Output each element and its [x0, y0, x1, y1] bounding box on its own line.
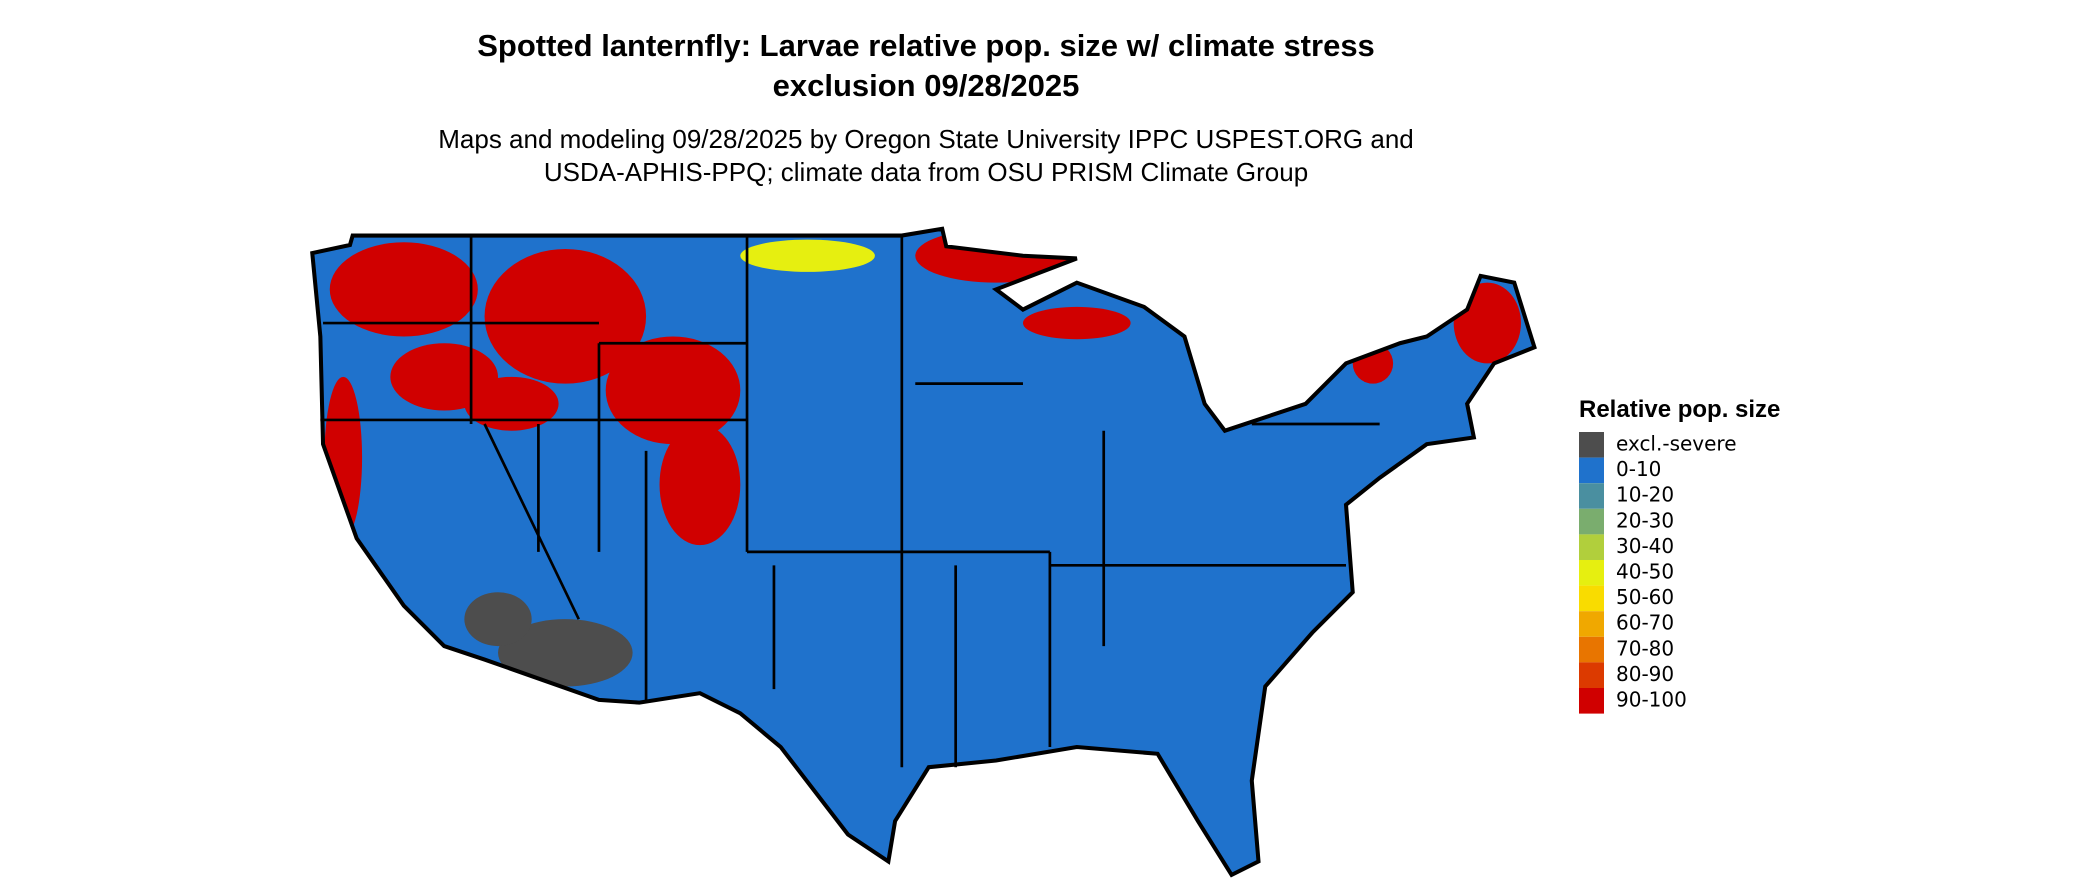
subtitle-line: Maps and modeling 09/28/2025 by Oregon S… [438, 124, 1414, 154]
legend-label: 20-30 [1616, 508, 1674, 532]
legend-swatch [1579, 688, 1604, 714]
legend-label: excl.-severe [1616, 432, 1737, 456]
legend-swatch [1579, 662, 1604, 688]
legend-swatch [1579, 534, 1604, 560]
title-line: exclusion 09/28/2025 [773, 68, 1080, 103]
legend-label: 70-80 [1616, 636, 1674, 660]
map [312, 229, 1534, 875]
legend-label: 80-90 [1616, 662, 1674, 686]
state-borders [312, 229, 1534, 875]
legend-swatch [1579, 432, 1604, 458]
legend-title: Relative pop. size [1579, 396, 1780, 423]
legend-label: 90-100 [1616, 688, 1687, 712]
legend-label: 60-70 [1616, 611, 1674, 635]
legend-swatch [1579, 508, 1604, 535]
subtitle-line: USDA-APHIS-PPQ; climate data from OSU PR… [544, 157, 1308, 187]
title-line: Spotted lanternfly: Larvae relative pop.… [477, 28, 1375, 63]
legend-swatch [1579, 483, 1604, 509]
legend-label: 0-10 [1616, 457, 1661, 481]
legend-swatch [1579, 585, 1604, 612]
legend-swatch [1579, 611, 1604, 637]
legend-label: 30-40 [1616, 534, 1674, 558]
legend-swatch [1579, 636, 1604, 663]
legend: excl.-severe0-1010-2020-3030-4040-5050-6… [1579, 432, 1737, 714]
legend-swatch [1579, 457, 1604, 484]
legend-swatch [1579, 560, 1604, 586]
legend-label: 40-50 [1616, 560, 1674, 584]
legend-label: 10-20 [1616, 483, 1674, 507]
legend-label: 50-60 [1616, 585, 1674, 609]
